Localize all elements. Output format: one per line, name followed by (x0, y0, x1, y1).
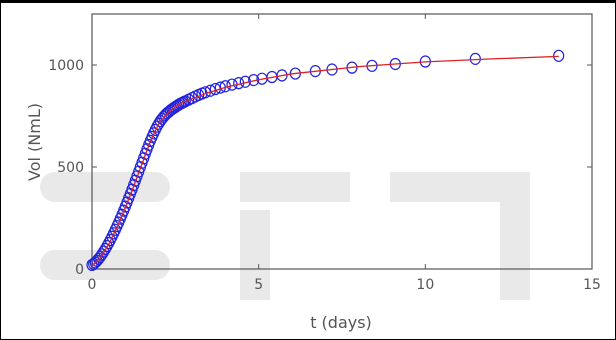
x-tick-label: 0 (88, 277, 97, 293)
data-point-marker (553, 49, 565, 62)
data-point-marker (276, 69, 288, 82)
data-point-marker (101, 240, 113, 253)
data-point-marker (103, 236, 115, 250)
y-tick-label: 0 (75, 262, 84, 278)
x-tick-label: 15 (583, 277, 601, 293)
x-tick-label: 5 (254, 277, 263, 293)
plot-area (91, 13, 593, 270)
top-rule (0, 0, 616, 3)
y-tick-label: 500 (57, 160, 84, 176)
x-axis-label: t (days) (310, 313, 372, 332)
x-tick-label: 10 (416, 277, 434, 293)
watermark (40, 172, 530, 300)
y-axis-label: Vol (NmL) (25, 103, 44, 181)
y-tick-label: 1000 (48, 58, 84, 74)
data-point-marker (99, 242, 111, 256)
fit-line (91, 55, 559, 267)
